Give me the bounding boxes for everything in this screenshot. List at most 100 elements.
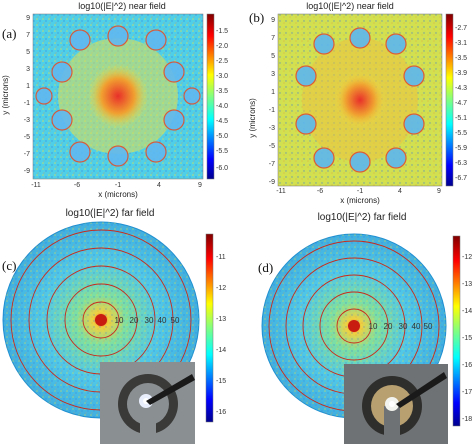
panel-a-xlabel: x (microns) [98,190,138,199]
y-tick: 9 [26,15,30,22]
cbar-tick: -6.3 [455,160,467,167]
cbar-tick: -15 [462,335,472,342]
cbar-tick: -3.5 [455,55,467,62]
x-tick: -11 [276,188,286,195]
cbar-tick: -2.5 [216,58,228,65]
y-tick: 1 [26,83,30,90]
y-tick: -5 [24,134,30,141]
x-tick: 9 [198,182,202,189]
y-tick: 3 [26,66,30,73]
panel-a-ylabel: y (microns) [1,75,10,115]
panel-c-inset-photo [100,362,195,444]
x-tick: 4 [157,182,161,189]
cbar-tick: -13 [462,281,472,288]
y-tick: -7 [24,151,30,158]
ring-label: 50 [171,316,180,325]
cbar-tick: -14 [462,308,472,315]
panel-b-colorbar [445,13,454,187]
y-tick: 5 [26,49,30,56]
cbar-tick: -5.0 [216,133,228,140]
y-tick: -1 [24,100,30,107]
panel-d-inset-photo [344,364,448,444]
panel-c: (c) log10(|E|^2) far field 10 20 30 40 5… [2,208,226,444]
y-tick: -9 [269,179,275,186]
y-tick: -3 [24,117,30,124]
y-tick: 1 [271,89,275,96]
ring-label: 10 [115,316,124,325]
panel-b-label: (b) [249,10,264,25]
cbar-tick: -15 [216,378,226,385]
panel-b-xticks: -11 -6 -1 4 9 [276,188,441,195]
x-tick: 4 [398,188,402,195]
ring-label: 40 [412,322,421,331]
cbar-tick: -5.1 [455,115,467,122]
y-tick: -1 [269,107,275,114]
ring-label: 30 [399,322,408,331]
ring-label: 30 [145,316,154,325]
ring-label: 50 [424,322,433,331]
cbar-tick: -4.3 [455,85,467,92]
x-tick: 9 [437,188,441,195]
y-tick: -5 [269,143,275,150]
ring-label: 10 [369,322,378,331]
y-tick: -3 [269,125,275,132]
cbar-tick: -6.0 [216,165,228,172]
panel-b-title: log10(|E|^2) near field [306,1,393,11]
cbar-tick: -4.0 [216,103,228,110]
cbar-tick: -3.1 [455,40,467,47]
x-tick: -11 [31,182,41,189]
cbar-tick: -3.0 [216,73,228,80]
cbar-tick: -11 [216,254,226,261]
cbar-tick: -4.7 [455,100,467,107]
cbar-tick: -2.0 [216,43,228,50]
panel-d-ring-labels: 10 20 30 40 50 [369,322,433,331]
x-tick: -1 [357,188,363,195]
panel-a: (a) log10(|E|^2) near field y (microns) … [1,1,228,199]
cbar-tick: -12 [216,285,226,292]
panel-a-title: log10(|E|^2) near field [78,1,165,11]
panel-a-colorbar [206,13,215,180]
panel-b-ylabel: y (microns) [248,98,257,138]
cbar-tick: -18 [462,416,472,423]
y-tick: 7 [26,32,30,39]
cbar-tick: -5.5 [455,130,467,137]
panel-c-ring-labels: 10 20 30 40 50 [115,316,180,325]
panel-a-label: (a) [2,26,16,41]
panel-c-title: log10(|E|^2) far field [66,208,155,219]
cbar-tick: -17 [462,389,472,396]
ring-label: 20 [130,316,139,325]
y-tick: -9 [24,168,30,175]
cbar-tick: -5.5 [216,148,228,155]
panel-c-label: (c) [2,258,16,273]
panel-b-cbar-ticks: -2.7 -3.1 -3.5 -3.9 -4.3 -4.7 -5.1 -5.5 … [455,25,467,182]
panel-a-cbar-ticks: -1.5 -2.0 -2.5 -3.0 -3.5 -4.0 -4.5 -5.0 … [216,28,228,172]
panel-b-heatmap [277,13,443,187]
y-tick: -7 [269,161,275,168]
panel-c-colorbar [205,233,214,423]
panel-d-cbar-ticks: -12 -13 -14 -15 -16 -17 -18 [462,254,472,423]
cbar-tick: -13 [216,316,226,323]
x-tick: -6 [317,188,323,195]
y-tick: 9 [271,17,275,24]
cbar-tick: -16 [216,409,226,416]
panel-d: (d) log10(|E|^2) far field 10 20 30 40 5… [258,212,472,444]
cbar-tick: -16 [462,362,472,369]
cbar-tick: -5.9 [455,145,467,152]
ring-label: 40 [158,316,167,325]
panel-b-yticks: 9 7 5 3 1 -1 -3 -5 -7 -9 [269,17,275,186]
cbar-tick: -12 [462,254,472,261]
panel-d-title: log10(|E|^2) far field [318,212,407,223]
panel-d-colorbar [452,235,461,427]
ring-label: 20 [384,322,393,331]
panel-a-yticks: 9 7 5 3 1 -1 -3 -5 -7 -9 [24,15,30,175]
cbar-tick: -6.7 [455,175,467,182]
y-tick: 7 [271,35,275,42]
panel-c-cbar-ticks: -11 -12 -13 -14 -15 -16 [216,254,226,416]
x-tick: -6 [74,182,80,189]
x-tick: -1 [115,182,121,189]
panel-b-xlabel: x (microns) [340,196,380,205]
cbar-tick: -1.5 [216,28,228,35]
y-tick: 5 [271,53,275,60]
panel-d-label: (d) [258,260,273,275]
cbar-tick: -4.5 [216,118,228,125]
